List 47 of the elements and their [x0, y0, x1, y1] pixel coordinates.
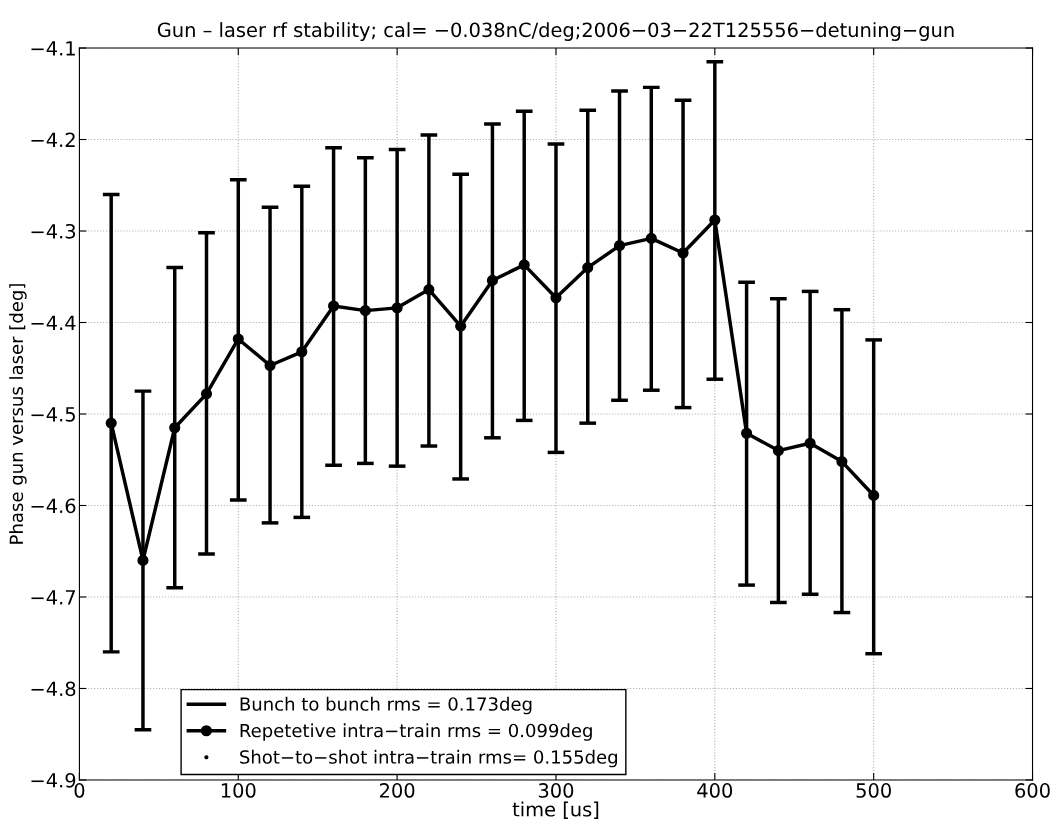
point: [423, 284, 435, 296]
y-tick-label: −4.1: [31, 41, 75, 56]
point: [105, 417, 117, 429]
point: [169, 422, 181, 434]
point: [613, 240, 626, 252]
y-tick-label: −4.3: [31, 223, 76, 239]
point: [709, 214, 721, 226]
y-tick-label: −4.7: [31, 590, 75, 605]
y-tick-label: −4.4: [31, 315, 76, 330]
point: [868, 489, 880, 501]
point: [677, 247, 689, 259]
x-tick-label: 400: [697, 783, 733, 798]
x-tick-label: 100: [221, 783, 256, 798]
y-tick-label: −4.9: [31, 772, 76, 788]
point: [296, 346, 308, 358]
point: [804, 437, 816, 449]
y-axis-title: Phase gun versus laser [deg]: [9, 284, 27, 544]
point: [455, 320, 467, 332]
y-tick-label: −4.5: [31, 407, 75, 422]
x-axis-title: time [us]: [512, 801, 599, 819]
chart-title: Gun – laser rf stability; cal= −0.038nC/deg;2006−03−22T125556−detuning−gun: [157, 22, 954, 41]
point: [328, 300, 340, 312]
y-tick-label: −4.2: [31, 132, 75, 147]
legend-label: Repetetive intra−train rms = 0.099deg: [240, 723, 592, 741]
legend-label: Bunch to bunch rms = 0.173deg: [240, 696, 532, 715]
y-tick-label: −4.6: [31, 498, 76, 514]
point: [645, 232, 657, 244]
x-tick-label: 200: [379, 783, 415, 798]
point: [772, 445, 784, 457]
point: [518, 259, 530, 271]
point: [550, 292, 562, 304]
point: [137, 554, 149, 566]
point: [200, 388, 213, 400]
legend-label: Shot−to−shot intra−train rms= 0.155deg: [240, 749, 617, 768]
point: [264, 359, 276, 372]
x-tick-label: 0: [74, 783, 85, 798]
point: [582, 262, 594, 274]
point: [359, 305, 371, 317]
point: [486, 274, 498, 286]
point: [391, 302, 403, 314]
x-tick-label: 600: [1015, 783, 1050, 798]
point: [232, 333, 244, 345]
x-tick-label: 500: [856, 783, 891, 798]
point: [836, 456, 848, 468]
y-tick-label: −4.8: [31, 681, 76, 697]
x-tick-label: 300: [538, 783, 574, 798]
point: [741, 427, 753, 439]
